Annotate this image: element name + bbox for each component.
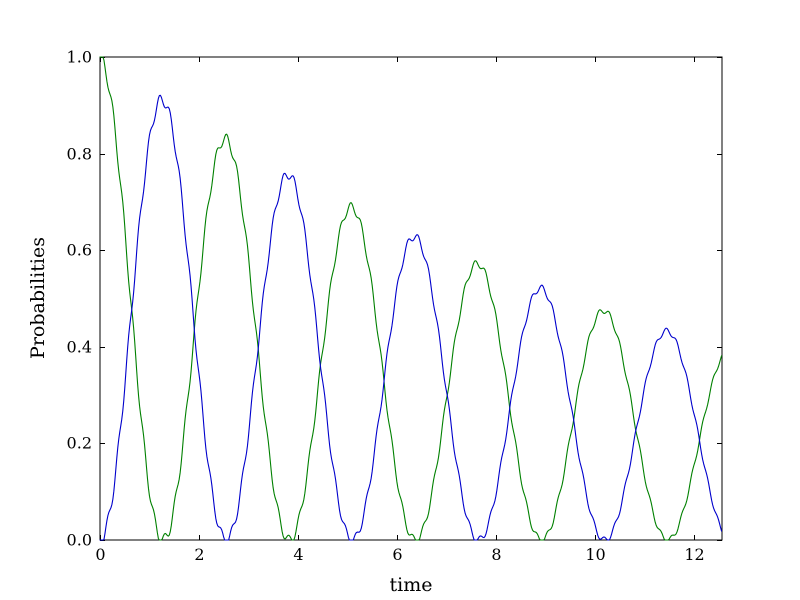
x-axis-label: time <box>389 574 433 596</box>
y-tick-label: 0.2 <box>67 434 92 453</box>
y-tick-label: 0.6 <box>67 241 92 260</box>
x-tick-label: 6 <box>392 545 402 564</box>
x-tick-label: 12 <box>684 545 704 564</box>
y-tick-label: 1.0 <box>67 48 92 67</box>
x-tick-label: 10 <box>585 545 605 564</box>
x-tick-label: 4 <box>293 545 303 564</box>
probability-blue-curve <box>99 94 723 541</box>
x-tick-label: 8 <box>491 545 501 564</box>
y-axis-label: Probabilities <box>27 237 49 359</box>
x-tick-label: 2 <box>194 545 204 564</box>
y-tick-label: 0.0 <box>67 531 92 550</box>
axes-frame <box>99 56 723 541</box>
y-tick-label: 0.8 <box>67 145 92 164</box>
y-tick-label: 0.4 <box>67 338 92 357</box>
probability-green-curve <box>99 56 723 541</box>
x-tick-label: 0 <box>95 545 105 564</box>
